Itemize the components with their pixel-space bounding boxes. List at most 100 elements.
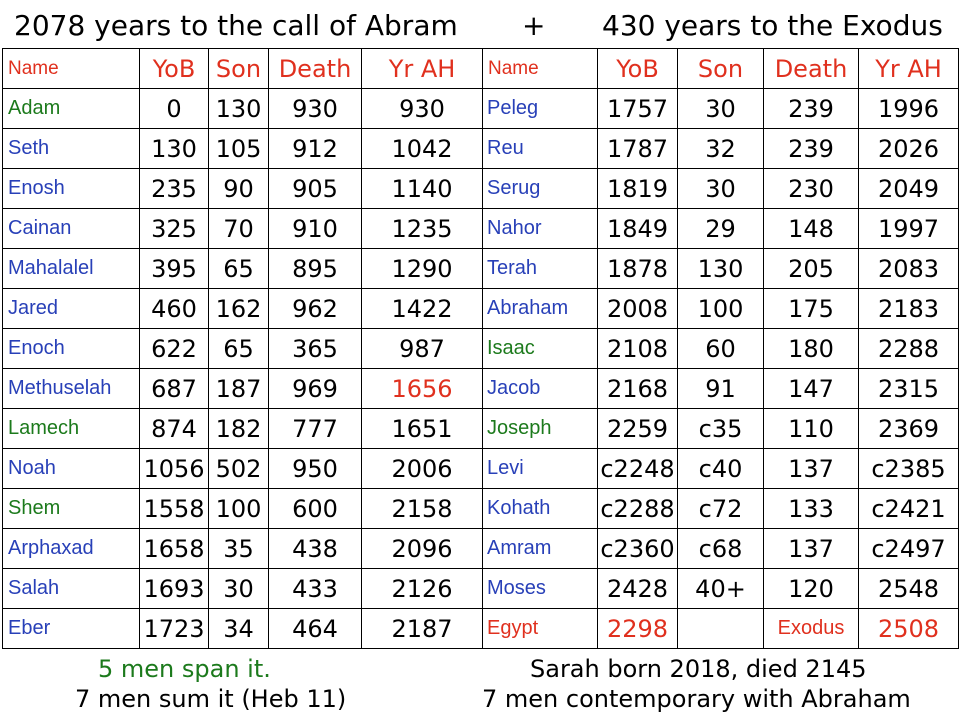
table-row: Enosh 235 90 905 1140 Serug 1819 30 230 2049 bbox=[2, 168, 959, 209]
cell-son-right: c68 bbox=[677, 528, 764, 569]
cell-yrah-right: 2508 bbox=[858, 608, 959, 649]
cell-son-right: 29 bbox=[677, 208, 764, 249]
cell-death-right: Exodus bbox=[763, 608, 859, 649]
cell-yob-right: 1819 bbox=[597, 168, 678, 209]
cell-name-left: Adam bbox=[2, 88, 140, 129]
cell-yob-right: 2428 bbox=[597, 568, 678, 609]
cell-death-left: 777 bbox=[268, 408, 362, 449]
header-name-left: Name bbox=[2, 48, 140, 89]
cell-yrah-right: 2288 bbox=[858, 328, 959, 369]
cell-yob-left: 1693 bbox=[139, 568, 209, 609]
cell-yob-left: 395 bbox=[139, 248, 209, 289]
cell-name-left: Noah bbox=[2, 448, 140, 489]
cell-son-left: 105 bbox=[208, 128, 269, 169]
table-row: Cainan 325 70 910 1235 Nahor 1849 29 148 1997 bbox=[2, 208, 959, 249]
cell-name-right: Egypt bbox=[482, 608, 598, 649]
table-row: Adam 0 130 930 930 Peleg 1757 30 239 1996 bbox=[2, 88, 959, 129]
title-right: 430 years to the Exodus bbox=[602, 9, 943, 42]
cell-name-left: Arphaxad bbox=[2, 528, 140, 569]
cell-name-right: Jacob bbox=[482, 368, 598, 409]
table-row: Mahalalel 395 65 895 1290 Terah 1878 130 205 2083 bbox=[2, 248, 959, 289]
table-row: Jared 460 162 962 1422 Abraham 2008 100 175 2183 bbox=[2, 288, 959, 329]
cell-death-right: 137 bbox=[763, 448, 859, 489]
header-row: Name YoB Son Death Yr AH Name YoB Son De… bbox=[2, 48, 959, 89]
cell-yrah-right: 2049 bbox=[858, 168, 959, 209]
cell-name-right: Terah bbox=[482, 248, 598, 289]
table-row: Enoch 622 65 365 987 Isaac 2108 60 180 2288 bbox=[2, 328, 959, 369]
title-left: 2078 years to the call of Abram bbox=[14, 9, 458, 42]
cell-yob-right: 2008 bbox=[597, 288, 678, 329]
table-row: Shem 1558 100 600 2158 Kohath c2288 c72 133 c2421 bbox=[2, 488, 959, 529]
cell-death-left: 910 bbox=[268, 208, 362, 249]
cell-yob-right: c2288 bbox=[597, 488, 678, 529]
cell-name-right: Abraham bbox=[482, 288, 598, 329]
footer-sum-note: 7 men sum it (Heb 11) bbox=[75, 685, 347, 713]
cell-yob-right: 2298 bbox=[597, 608, 678, 649]
cell-son-right: c35 bbox=[677, 408, 764, 449]
cell-yrah-right: c2385 bbox=[858, 448, 959, 489]
cell-yrah-left: 1140 bbox=[361, 168, 483, 209]
cell-name-left: Jared bbox=[2, 288, 140, 329]
cell-name-right: Moses bbox=[482, 568, 598, 609]
cell-name-right: Serug bbox=[482, 168, 598, 209]
cell-son-right: 130 bbox=[677, 248, 764, 289]
cell-yrah-right: 1996 bbox=[858, 88, 959, 129]
cell-yob-left: 460 bbox=[139, 288, 209, 329]
cell-yrah-left: 2187 bbox=[361, 608, 483, 649]
cell-name-left: Methuselah bbox=[2, 368, 140, 409]
cell-yrah-left: 2096 bbox=[361, 528, 483, 569]
cell-son-right: 100 bbox=[677, 288, 764, 329]
cell-yob-left: 235 bbox=[139, 168, 209, 209]
cell-death-right: 239 bbox=[763, 88, 859, 129]
table-row: Seth 130 105 912 1042 Reu 1787 32 239 2026 bbox=[2, 128, 959, 169]
cell-yrah-left: 930 bbox=[361, 88, 483, 129]
genealogy-table: Name YoB Son Death Yr AH Name YoB Son De… bbox=[2, 48, 959, 649]
cell-yrah-right: 2548 bbox=[858, 568, 959, 609]
cell-death-right: 133 bbox=[763, 488, 859, 529]
cell-death-left: 438 bbox=[268, 528, 362, 569]
cell-yrah-right: 2183 bbox=[858, 288, 959, 329]
cell-son-right: 60 bbox=[677, 328, 764, 369]
cell-death-right: 137 bbox=[763, 528, 859, 569]
cell-yrah-left: 1651 bbox=[361, 408, 483, 449]
cell-yob-right: 1878 bbox=[597, 248, 678, 289]
header-son-left: Son bbox=[208, 48, 269, 89]
cell-yrah-left: 1042 bbox=[361, 128, 483, 169]
header-son-right: Son bbox=[677, 48, 764, 89]
cell-death-left: 962 bbox=[268, 288, 362, 329]
cell-yob-left: 130 bbox=[139, 128, 209, 169]
cell-yob-right: 1849 bbox=[597, 208, 678, 249]
cell-yob-right: 1787 bbox=[597, 128, 678, 169]
cell-yob-left: 1558 bbox=[139, 488, 209, 529]
cell-son-left: 182 bbox=[208, 408, 269, 449]
cell-name-left: Salah bbox=[2, 568, 140, 609]
cell-yrah-right: c2421 bbox=[858, 488, 959, 529]
header-yrah-right: Yr AH bbox=[858, 48, 959, 89]
header-name-right: Name bbox=[482, 48, 598, 89]
cell-death-right: 230 bbox=[763, 168, 859, 209]
cell-name-left: Lamech bbox=[2, 408, 140, 449]
cell-death-right: 120 bbox=[763, 568, 859, 609]
cell-son-left: 65 bbox=[208, 328, 269, 369]
cell-death-right: 110 bbox=[763, 408, 859, 449]
cell-name-right: Amram bbox=[482, 528, 598, 569]
cell-yob-right: c2360 bbox=[597, 528, 678, 569]
table-row: Lamech 874 182 777 1651 Joseph 2259 c35 110 2369 bbox=[2, 408, 959, 449]
cell-name-right: Peleg bbox=[482, 88, 598, 129]
cell-death-left: 433 bbox=[268, 568, 362, 609]
cell-yob-left: 1658 bbox=[139, 528, 209, 569]
cell-son-right: 30 bbox=[677, 168, 764, 209]
cell-name-right: Reu bbox=[482, 128, 598, 169]
title-plus-sign: + bbox=[522, 9, 546, 42]
cell-son-left: 90 bbox=[208, 168, 269, 209]
cell-name-right: Isaac bbox=[482, 328, 598, 369]
header-death-right: Death bbox=[763, 48, 859, 89]
cell-yrah-right: 2369 bbox=[858, 408, 959, 449]
cell-yob-right: 2108 bbox=[597, 328, 678, 369]
cell-son-right: 40+ bbox=[677, 568, 764, 609]
cell-yob-left: 1723 bbox=[139, 608, 209, 649]
cell-son-right: 91 bbox=[677, 368, 764, 409]
footer-contemporary-note: 7 men contemporary with Abraham bbox=[482, 685, 911, 713]
cell-yrah-left: 2006 bbox=[361, 448, 483, 489]
cell-name-right: Kohath bbox=[482, 488, 598, 529]
